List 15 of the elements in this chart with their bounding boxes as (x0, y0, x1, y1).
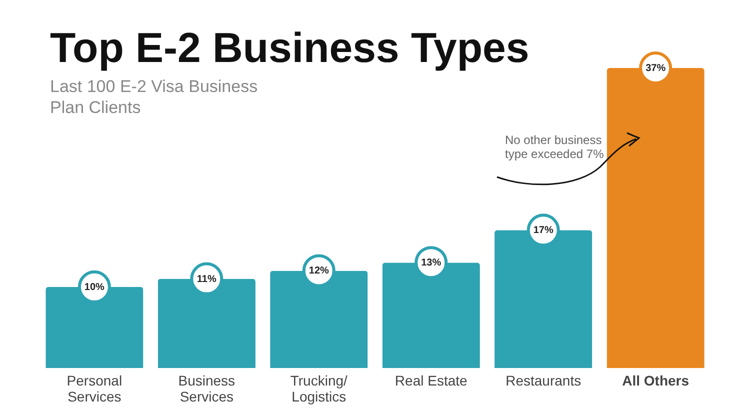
text: Last 100 E-2 Visa Business Plan Clients (50, 76, 259, 118)
x-tick-label: Business Services (178, 372, 236, 404)
data-label: 13% (421, 258, 442, 269)
data-label: 11% (196, 274, 216, 285)
x-tick-label: All Others (622, 372, 690, 388)
annotation: No other business type exceeded 7% (505, 133, 605, 161)
data-label: 37% (646, 63, 666, 74)
x-tick-label: Trucking/ Logistics (290, 372, 348, 404)
chart-title: Top E-2 Business Types (50, 24, 530, 72)
x-tick-label: Real Estate (394, 372, 468, 388)
data-label: 12% (308, 266, 329, 277)
data-label: 10% (84, 282, 105, 293)
x-tick-label: Restaurants (506, 372, 582, 388)
data-label: 17% (533, 225, 554, 236)
x-tick-label: Personal Services (66, 372, 122, 404)
